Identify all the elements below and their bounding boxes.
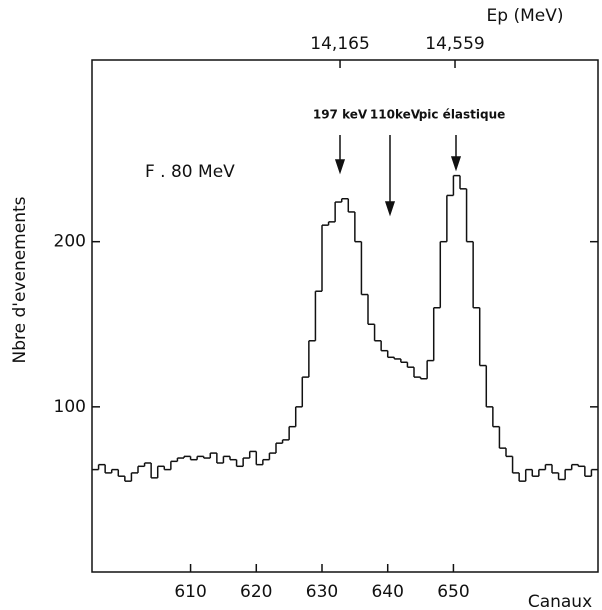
plot-frame — [91, 59, 599, 573]
x-tick-label: 640 — [371, 582, 403, 602]
x-tick-label: 630 — [306, 582, 338, 602]
x-axis-label: Canaux — [528, 592, 592, 610]
annotation: pic élastique — [419, 108, 506, 122]
arrows — [334, 135, 462, 217]
x-tick-label: 620 — [240, 582, 272, 602]
annotation: 110keV — [370, 108, 421, 122]
y-tick-label: 200 — [54, 232, 86, 252]
y-axis-label: Nbre d'evenements — [10, 196, 30, 363]
y-tick-label: 100 — [54, 397, 86, 417]
x-tick-label: 650 — [437, 582, 469, 602]
annotation: F . 80 MeV — [145, 162, 235, 182]
x-tick-label: 610 — [174, 582, 206, 602]
x2-tick-label: 14,559 — [425, 34, 484, 54]
annotation: 197 keV — [313, 108, 368, 122]
x2-axis-label: Ep (MeV) — [487, 6, 564, 26]
x2-tick-label: 14,165 — [310, 34, 369, 54]
